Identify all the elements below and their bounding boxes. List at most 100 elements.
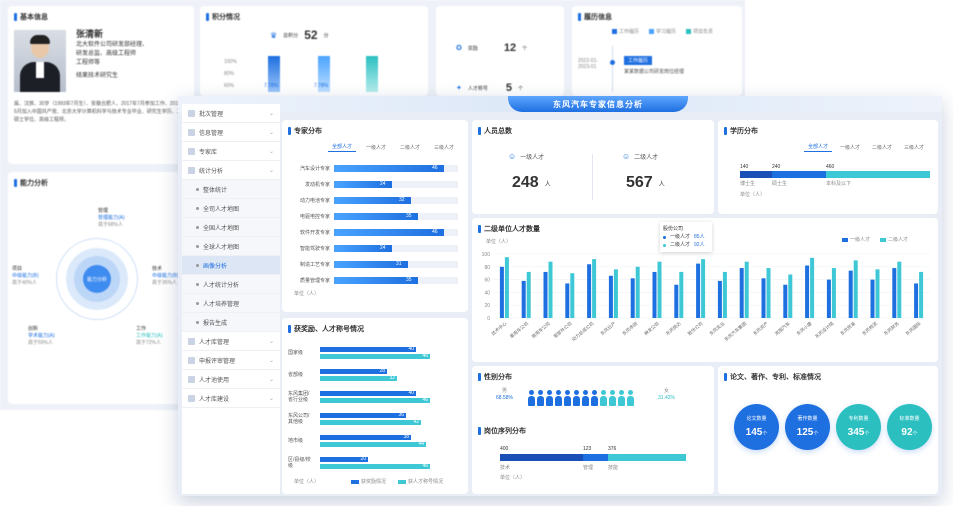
level1-bar[interactable] bbox=[848, 270, 853, 318]
level2-bar[interactable] bbox=[831, 268, 836, 318]
female-percent: 31.42% bbox=[658, 395, 675, 401]
level2-bar[interactable] bbox=[679, 271, 684, 318]
total-points-unit: 分 bbox=[323, 32, 329, 39]
level1-bar[interactable] bbox=[696, 263, 701, 318]
ability-node-rank: 高于59%人 bbox=[28, 340, 54, 346]
level1-bar[interactable] bbox=[717, 280, 722, 318]
sidebar-item[interactable]: 全国人才地图 bbox=[182, 218, 280, 237]
level2-bar[interactable] bbox=[766, 268, 771, 318]
sidebar-item[interactable]: 人才库建设 ⌄ bbox=[182, 389, 280, 408]
unit-label: 单位（人） bbox=[294, 291, 320, 297]
sidebar-item[interactable]: 统计分析 ⌄ bbox=[182, 161, 280, 180]
tab-level2-talent[interactable]: 二级人才 bbox=[400, 144, 421, 151]
education-stacked-bar bbox=[740, 171, 930, 178]
tab-level2-talent[interactable]: 二级人才 bbox=[872, 144, 893, 151]
tab-all-talent[interactable]: 全部人才 bbox=[328, 142, 357, 152]
bar-label: 国家级 bbox=[288, 350, 304, 356]
level1-bar[interactable] bbox=[630, 278, 635, 318]
unit-label: 单位（人） bbox=[486, 239, 512, 245]
sidebar-item[interactable]: 人才培养管理 bbox=[182, 294, 280, 313]
level1-bar[interactable] bbox=[783, 284, 788, 318]
y-tick-label: 60 bbox=[484, 278, 490, 284]
tab-level1-talent[interactable]: 一级人才 bbox=[366, 144, 387, 151]
menu-icon bbox=[188, 128, 195, 136]
level1-bar[interactable] bbox=[739, 268, 744, 318]
trophy-icon: ♛ bbox=[270, 30, 278, 40]
legend-swatch bbox=[612, 29, 617, 34]
level1-bar[interactable] bbox=[565, 283, 570, 318]
sidebar-item[interactable]: 画像分析 bbox=[182, 256, 280, 275]
sidebar-item[interactable]: 整体统计 bbox=[182, 180, 280, 199]
stacked-segment bbox=[740, 171, 772, 178]
level2-bar[interactable] bbox=[810, 257, 815, 318]
level1-bar[interactable] bbox=[761, 278, 766, 318]
y-tick-label: 0 bbox=[487, 316, 490, 322]
sidebar-item[interactable]: 申报评审管理 ⌄ bbox=[182, 351, 280, 370]
x-tick-label: 东风贸易 bbox=[839, 320, 858, 337]
level2-bar[interactable] bbox=[897, 261, 902, 318]
sidebar-item[interactable]: 人才库管理 ⌄ bbox=[182, 332, 280, 351]
bar-value: 35 bbox=[406, 276, 412, 283]
level1-bar[interactable] bbox=[870, 279, 875, 318]
level1-bar[interactable] bbox=[892, 268, 897, 318]
sidebar-item[interactable]: 人才池使用 ⌄ bbox=[182, 370, 280, 389]
level2-bar[interactable] bbox=[744, 261, 749, 318]
award-bar: 20 bbox=[320, 456, 368, 462]
level2-bar[interactable] bbox=[548, 261, 553, 318]
x-tick-label: 东风财务 bbox=[882, 320, 901, 337]
awards-row: 省部级 28 32 bbox=[288, 364, 462, 386]
level2-bar[interactable] bbox=[788, 274, 793, 318]
bullet-icon bbox=[196, 263, 199, 267]
level2-bar[interactable] bbox=[853, 260, 858, 318]
level2-bar[interactable] bbox=[875, 269, 880, 318]
bar-value: 42 bbox=[413, 419, 419, 425]
level2-bar[interactable] bbox=[570, 273, 575, 318]
tab-level1-talent[interactable]: 一级人才 bbox=[840, 144, 861, 151]
level1-bar[interactable] bbox=[826, 279, 831, 318]
title-bar-icon bbox=[478, 127, 481, 135]
level2-bar[interactable] bbox=[613, 269, 618, 318]
segment-label: 技能 bbox=[608, 465, 619, 471]
bar-label: 发动机专家 bbox=[304, 181, 330, 188]
bar-label: 区/县级/校级 bbox=[288, 457, 311, 469]
y-tick-label: 40 bbox=[484, 290, 490, 296]
awards-row: 东风集团/省行业级 40 46 bbox=[288, 386, 462, 408]
level2-bar[interactable] bbox=[919, 271, 924, 318]
male-icon bbox=[537, 390, 544, 406]
ip-stat-label: 专利数量 bbox=[848, 415, 869, 422]
sidebar-item-label: 信息管理 bbox=[199, 130, 224, 137]
sidebar-item[interactable]: 信息管理 ⌄ bbox=[182, 123, 280, 142]
level1-bar[interactable] bbox=[805, 265, 810, 318]
level1-bar[interactable] bbox=[521, 280, 526, 318]
level1-bar[interactable] bbox=[587, 264, 592, 318]
stacked-segment bbox=[583, 454, 608, 461]
level1-bar[interactable] bbox=[674, 284, 679, 318]
level1-bar[interactable] bbox=[608, 275, 613, 318]
level1-bar[interactable] bbox=[652, 271, 657, 318]
level2-bar[interactable] bbox=[504, 257, 509, 318]
awards-row: 东风公司/其他级 36 42 bbox=[288, 408, 462, 430]
level2-bar[interactable] bbox=[592, 259, 597, 318]
tab-all-talent[interactable]: 全部人才 bbox=[804, 142, 833, 152]
timeline-text: 某某数据公司研发岗位经理 bbox=[624, 69, 685, 75]
sidebar-item[interactable]: 全球人才地图 bbox=[182, 237, 280, 256]
sidebar-item[interactable]: 批次管理 ⌄ bbox=[182, 104, 280, 123]
ability-node-rank: 高于35%人 bbox=[152, 280, 178, 286]
sidebar-item[interactable]: 人才统计分析 bbox=[182, 275, 280, 294]
sidebar-item[interactable]: 专家库 ⌄ bbox=[182, 142, 280, 161]
level2-bar[interactable] bbox=[722, 271, 727, 318]
level1-bar[interactable] bbox=[499, 266, 504, 318]
tab-level3-talent[interactable]: 三级人才 bbox=[904, 144, 925, 151]
y-tick-label: 100 bbox=[482, 252, 491, 258]
sidebar-item[interactable]: 报告生成 bbox=[182, 313, 280, 332]
level2-bar[interactable] bbox=[657, 261, 662, 318]
level1-bar[interactable] bbox=[914, 283, 919, 318]
level1-bar[interactable] bbox=[543, 271, 548, 318]
level2-bar[interactable] bbox=[701, 259, 706, 318]
tab-level3-talent[interactable]: 三级人才 bbox=[434, 144, 455, 151]
segment-value: 140 bbox=[740, 164, 749, 170]
level2-bar[interactable] bbox=[635, 266, 640, 318]
level2-bar[interactable] bbox=[526, 271, 531, 318]
bar-value: 24 bbox=[380, 180, 386, 187]
sidebar-item[interactable]: 全司人才地图 bbox=[182, 199, 280, 218]
